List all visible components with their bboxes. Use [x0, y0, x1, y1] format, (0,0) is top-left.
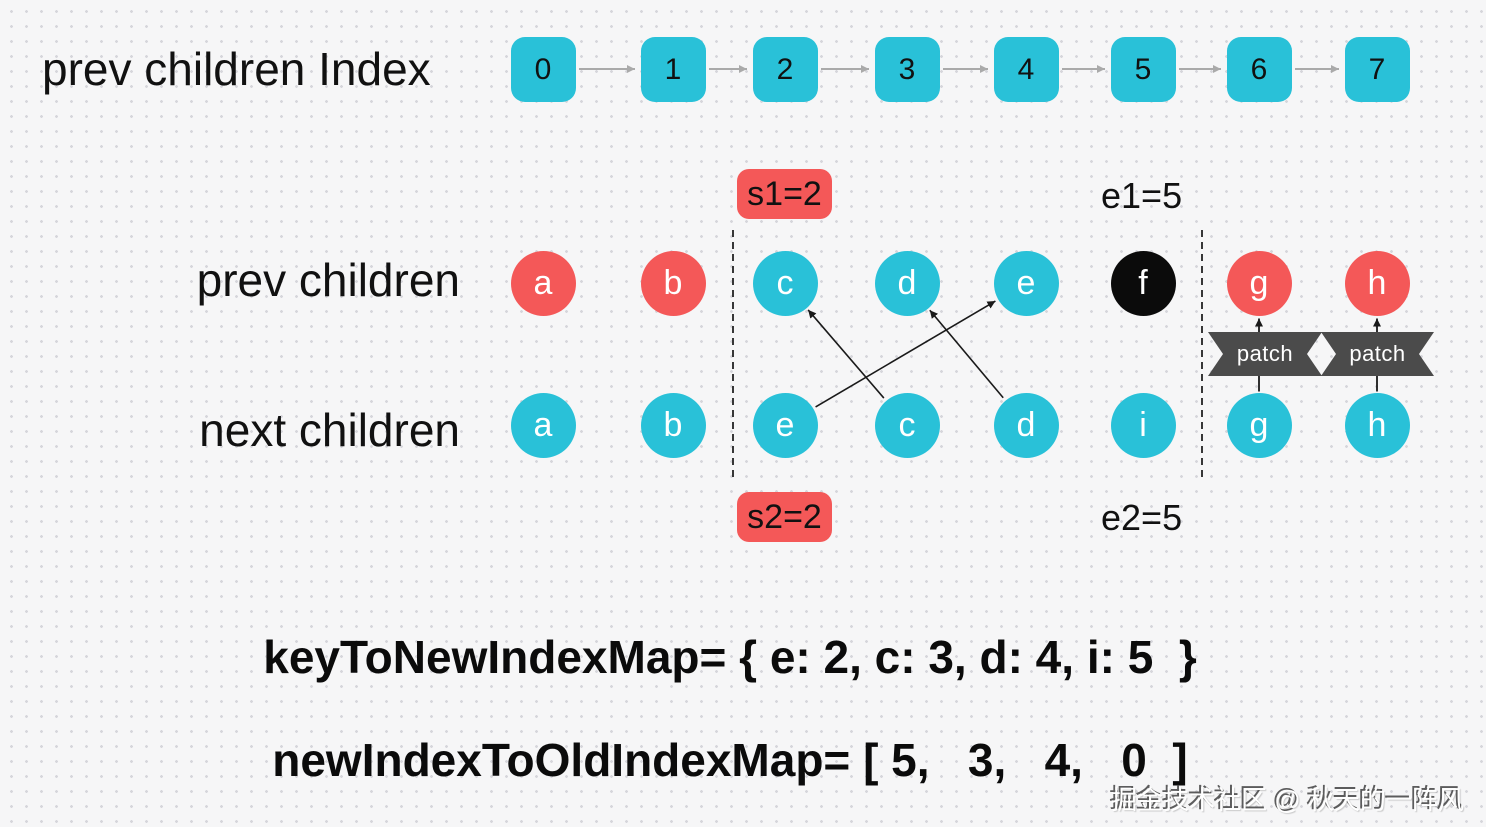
prev-node-f: f	[1110, 250, 1176, 316]
node-label: d	[897, 264, 917, 302]
node-label: b	[663, 264, 683, 302]
next-node-i: i	[1110, 392, 1176, 458]
next-node-b: b	[640, 392, 706, 458]
node-label: g	[1249, 406, 1269, 444]
node-label: c	[776, 264, 794, 302]
s1-pointer-badge: s1=2	[737, 169, 832, 219]
index-square-5: 5	[1110, 37, 1176, 102]
index-square-label: 7	[1368, 52, 1386, 86]
next-children-label: next children	[199, 404, 460, 456]
next-node-c: c	[874, 392, 940, 458]
next-node-d: d	[993, 392, 1059, 458]
node-label: i	[1139, 406, 1147, 444]
index-square-6: 6	[1226, 37, 1292, 102]
node-label: b	[663, 406, 683, 444]
next-node-h: h	[1344, 392, 1410, 458]
patch-ribbon-label: patch	[1349, 341, 1406, 366]
node-label: c	[898, 406, 916, 444]
index-square-label: 4	[1017, 52, 1035, 86]
prev-node-d: d	[874, 250, 940, 316]
next-node-e: e	[752, 392, 818, 458]
mapping-arrow-d	[929, 309, 1004, 399]
index-square-3: 3	[874, 37, 940, 102]
index-square-label: 5	[1134, 52, 1152, 86]
patch-ribbon-label: patch	[1236, 341, 1294, 366]
prev-node-b: b	[640, 250, 706, 316]
prev-children-label: prev children	[196, 254, 460, 306]
e2-pointer-label: e2=5	[1101, 497, 1183, 538]
node-label: a	[533, 264, 553, 302]
index-square-label: 1	[664, 52, 682, 86]
node-label: a	[533, 406, 553, 444]
mapping-arrow-c	[807, 309, 885, 399]
index-square-7: 7	[1344, 37, 1410, 102]
new-index-to-old-index-map-formula: newIndexToOldIndexMap= [ 5, 3, 4, 0 ]	[272, 734, 1188, 786]
index-square-1: 1	[640, 37, 706, 102]
node-label: e	[1016, 264, 1036, 302]
node-label: d	[1016, 406, 1036, 444]
prev-node-a: a	[510, 250, 576, 316]
index-square-label: 0	[534, 52, 552, 86]
key-to-new-index-map-formula: keyToNewIndexMap= { e: 2, c: 3, d: 4, i:…	[263, 631, 1197, 683]
mapping-arrow-e	[815, 300, 996, 408]
index-square-2: 2	[752, 37, 818, 102]
prev-node-h: h	[1344, 250, 1410, 316]
node-label: h	[1367, 406, 1387, 444]
node-label: f	[1138, 264, 1148, 302]
index-square-4: 4	[993, 37, 1059, 102]
prev-node-e: e	[993, 250, 1059, 316]
index-square-0: 0	[510, 37, 576, 102]
patch-ribbon-h: patch	[1321, 332, 1434, 376]
prev-node-g: g	[1226, 250, 1292, 316]
patch-ribbon-g: patch	[1208, 332, 1322, 376]
e1-pointer-label: e1=5	[1101, 175, 1183, 216]
s2-pointer-badge: s2=2	[737, 492, 832, 542]
prev-node-c: c	[752, 250, 818, 316]
node-label: h	[1367, 264, 1387, 302]
next-node-g: g	[1226, 392, 1292, 458]
node-label: e	[775, 406, 795, 444]
node-label: g	[1249, 264, 1269, 302]
next-node-a: a	[510, 392, 576, 458]
index-square-label: 2	[776, 52, 794, 86]
watermark: 掘金技术社区 @ 秋天的一阵风	[1111, 785, 1464, 815]
index-square-label: 3	[898, 52, 916, 86]
index-square-label: 6	[1250, 52, 1268, 86]
prev-children-index-label: prev children Index	[42, 43, 431, 95]
